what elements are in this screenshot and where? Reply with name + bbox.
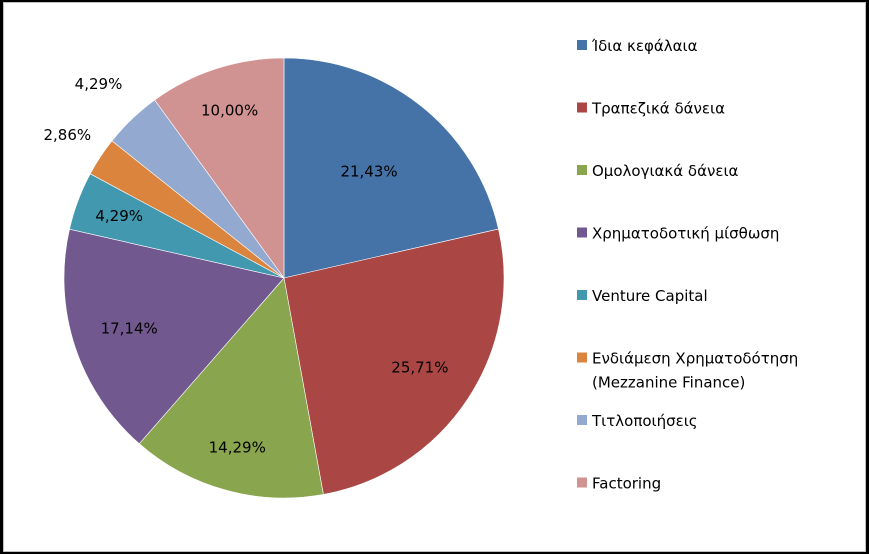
legend-label-7: Τιτλοποιήσεις: [591, 412, 698, 430]
legend-swatch-8: [577, 477, 587, 488]
pie-slice-4: [63, 228, 285, 445]
legend: Ίδια κεφάλαια Τραπεζικά δάνεια Ομολογιακά …: [577, 37, 798, 493]
legend-label-6-line-2: (Mezzanine Finance): [592, 374, 745, 392]
legend-swatch-6: [577, 352, 587, 363]
legend-swatch-2: [577, 102, 587, 113]
slice-label-4: 17,14%: [101, 319, 158, 337]
slice-labels: 21,43% 25,71% 14,29% 17,14% 4,29% 2,86% 4,29% 1…: [43, 75, 448, 457]
legend-label-3: Ομολογιακά δάνεια: [592, 162, 739, 180]
legend-swatch-3: [577, 165, 587, 175]
legend-label-8: Factoring: [592, 475, 661, 493]
slice-label-5: 4,29%: [95, 207, 143, 225]
slice-label-7: 4,29%: [75, 75, 123, 93]
legend-swatch-4: [577, 227, 587, 238]
pie-slices: [63, 57, 505, 499]
legend-label-4: Χρηματοδοτική μίσθωση: [592, 225, 779, 243]
legend-label-1: Ίδια κεφάλαια: [591, 37, 698, 55]
slice-label-2: 25,71%: [391, 359, 448, 377]
legend-label-5: Venture Capital: [592, 287, 708, 305]
legend-swatch-1: [577, 40, 587, 50]
legend-label-2: Τραπεζικά δάνεια: [591, 100, 725, 118]
pie-slice-8: [154, 57, 285, 279]
pie-slice-3: [138, 277, 324, 499]
slice-label-8: 10,00%: [201, 102, 258, 120]
legend-swatch-7: [577, 415, 587, 425]
legend-label-6-line-1: Ενδιάμεση Χρηματοδότηση: [592, 350, 798, 368]
legend-swatch-5: [577, 290, 587, 300]
pie-slice-2: [283, 228, 505, 495]
slice-label-1: 21,43%: [340, 162, 397, 180]
slice-label-3: 14,29%: [209, 439, 266, 457]
pie-slice-1: [283, 57, 499, 279]
slice-label-6: 2,86%: [43, 126, 91, 144]
